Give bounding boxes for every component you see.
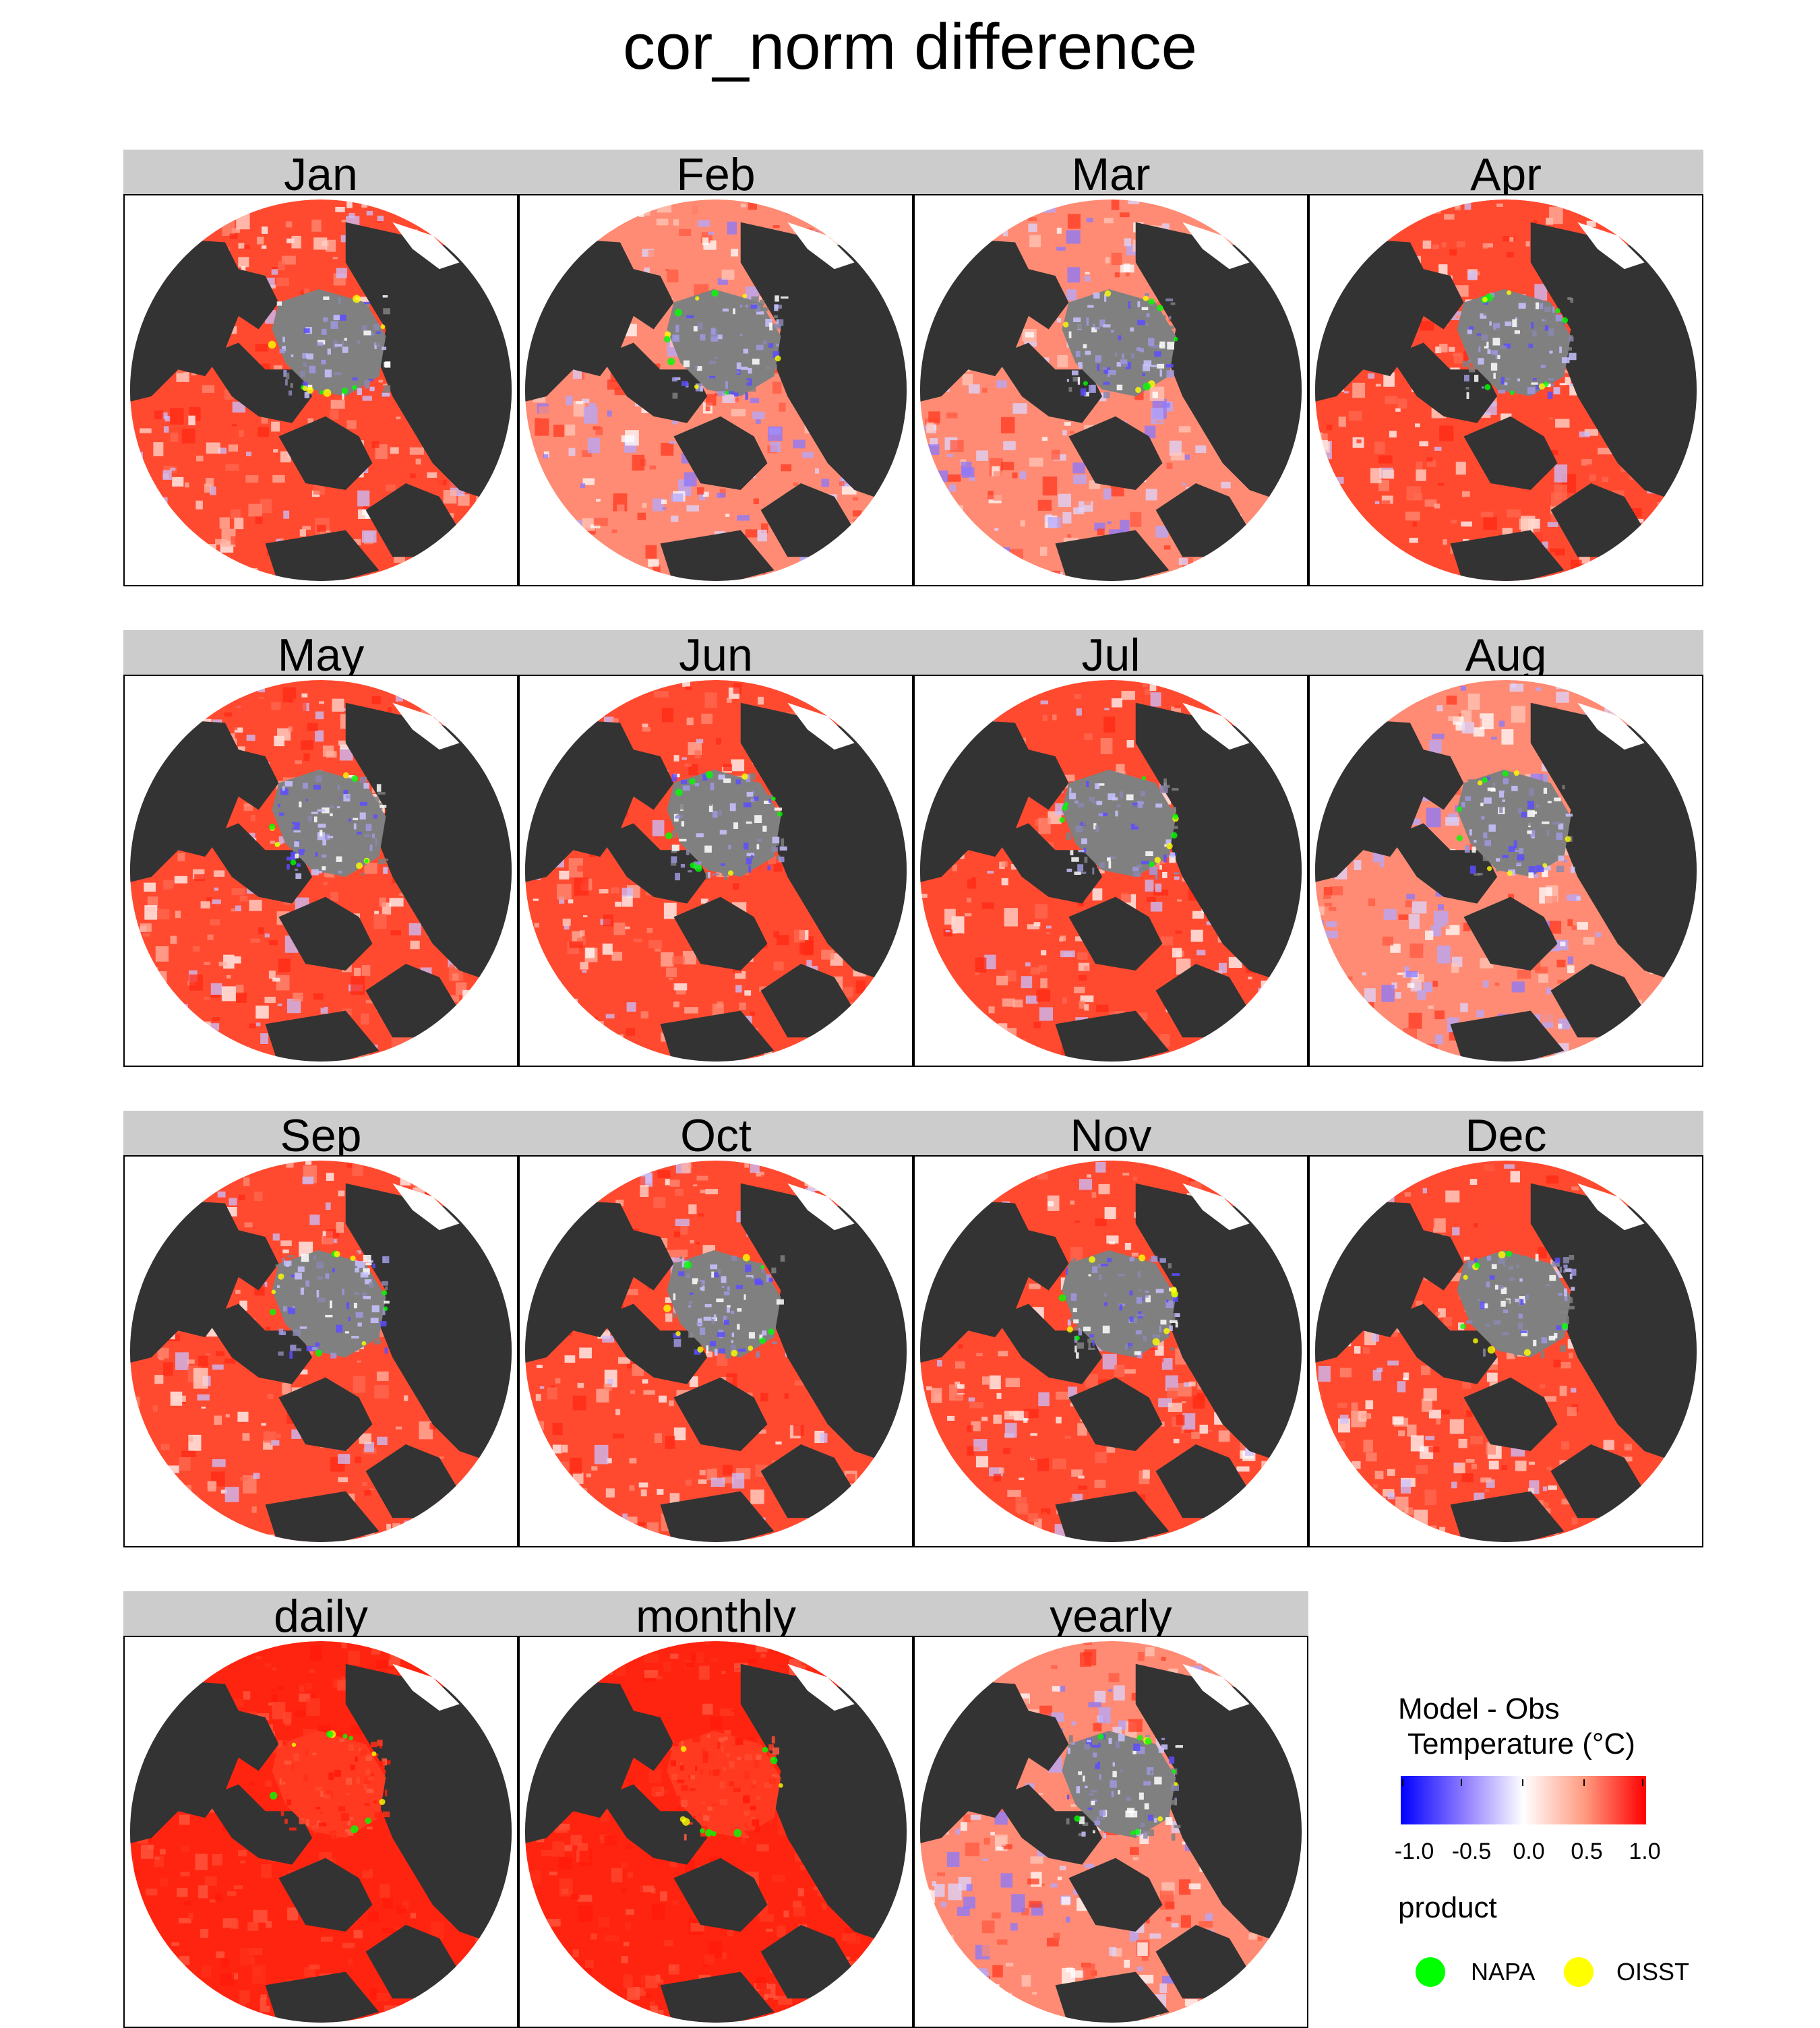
chart-title: cor_norm difference <box>0 0 1820 94</box>
map-plot <box>913 1155 1308 1547</box>
panel-label: Mar <box>913 150 1308 194</box>
panel-label: yearly <box>913 1591 1308 1636</box>
panel-label: May <box>123 630 518 675</box>
map-plot <box>913 675 1308 1067</box>
colorbar-tick <box>1402 1779 1403 1786</box>
polar-map <box>915 1157 1307 1546</box>
map-panel-sep: Sep <box>123 1111 518 1547</box>
map-panel-nov: Nov <box>913 1111 1308 1547</box>
polar-map <box>125 676 517 1066</box>
map-plot <box>1308 675 1703 1067</box>
map-panel-jul: Jul <box>913 630 1308 1067</box>
polar-map <box>125 1637 517 2027</box>
map-plot <box>123 1155 518 1547</box>
panel-label: monthly <box>518 1591 913 1636</box>
map-panel-monthly: monthly <box>518 1591 913 2028</box>
polar-map <box>520 1157 912 1546</box>
map-plot <box>1308 194 1703 586</box>
colorbar-tick-label: -0.5 <box>1441 1839 1502 1865</box>
oisst-legend-label: OISST <box>1616 1957 1689 1987</box>
colorbar-tick-label: 0.5 <box>1556 1839 1617 1865</box>
map-panel-mar: Mar <box>913 150 1308 586</box>
map-panel-dec: Dec <box>1308 1111 1703 1547</box>
map-plot <box>518 194 913 586</box>
colorbar-tick <box>1522 1779 1523 1786</box>
product-legend-title: product <box>1398 1891 1497 1925</box>
map-plot <box>518 675 913 1067</box>
polar-map <box>915 195 1307 585</box>
map-plot <box>1308 1155 1703 1547</box>
polar-map <box>520 1637 912 2027</box>
panel-label: Apr <box>1308 150 1703 194</box>
map-panel-apr: Apr <box>1308 150 1703 586</box>
panel-label: Aug <box>1308 630 1703 675</box>
panel-label: Jan <box>123 150 518 194</box>
panel-label: Sep <box>123 1111 518 1155</box>
map-panel-aug: Aug <box>1308 630 1703 1067</box>
panel-label: daily <box>123 1591 518 1636</box>
colorbar-tick-label: 0.0 <box>1498 1839 1559 1865</box>
legend: Model - Obs Temperature (°C) -1.0 -0.5 0… <box>1395 1692 1746 2008</box>
panel-label: Dec <box>1308 1111 1703 1155</box>
panel-label: Jun <box>518 630 913 675</box>
polar-map <box>1310 676 1702 1066</box>
map-panel-jan: Jan <box>123 150 518 586</box>
polar-map <box>125 195 517 585</box>
colorbar-subtitle: Temperature (°C) <box>1407 1727 1635 1762</box>
map-panel-jun: Jun <box>518 630 913 1067</box>
colorbar-tick-label: 1.0 <box>1614 1839 1675 1865</box>
panel-label: Jul <box>913 630 1308 675</box>
polar-map <box>1310 195 1702 585</box>
panel-label: Oct <box>518 1111 913 1155</box>
map-plot <box>123 194 518 586</box>
polar-map <box>520 195 912 585</box>
map-panel-may: May <box>123 630 518 1067</box>
map-plot <box>518 1636 913 2028</box>
map-plot <box>123 1636 518 2028</box>
colorbar <box>1401 1776 1646 1824</box>
map-plot <box>123 675 518 1067</box>
polar-map <box>1310 1157 1702 1546</box>
polar-map <box>915 1637 1307 2027</box>
colorbar-tick <box>1461 1779 1462 1786</box>
polar-map <box>520 676 912 1066</box>
map-panel-yearly: yearly <box>913 1591 1308 2028</box>
map-panel-feb: Feb <box>518 150 913 586</box>
panel-label: Nov <box>913 1111 1308 1155</box>
map-plot <box>518 1155 913 1547</box>
napa-legend-dot <box>1416 1957 1445 1987</box>
map-plot <box>913 194 1308 586</box>
napa-legend-label: NAPA <box>1471 1957 1535 1987</box>
polar-map <box>125 1157 517 1546</box>
panel-label: Feb <box>518 150 913 194</box>
colorbar-tick <box>1642 1779 1643 1786</box>
map-plot <box>913 1636 1308 2028</box>
colorbar-tick-label: -1.0 <box>1384 1839 1445 1865</box>
oisst-legend-dot <box>1564 1957 1594 1987</box>
map-panel-daily: daily <box>123 1591 518 2028</box>
colorbar-title: Model - Obs <box>1398 1692 1560 1727</box>
map-panel-oct: Oct <box>518 1111 913 1547</box>
colorbar-tick <box>1583 1779 1585 1786</box>
polar-map <box>915 676 1307 1066</box>
